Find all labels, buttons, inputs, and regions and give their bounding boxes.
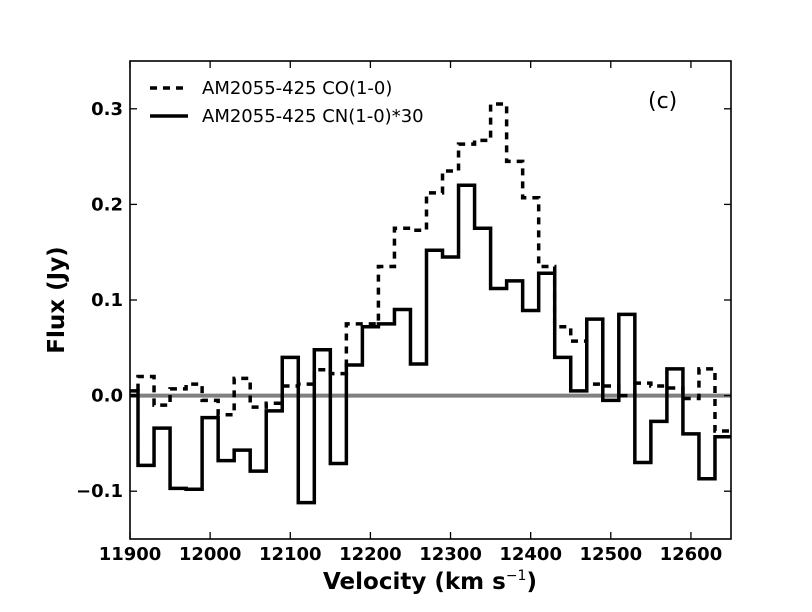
x-tick-label: 12300 [419,544,482,565]
x-axis-label: Velocity (km s−1) [323,568,537,595]
y-tick-label: 0.3 [91,99,123,120]
y-axis-label: Flux (Jy) [44,246,70,353]
legend: AM2055-425 CO(1-0) AM2055-425 CN(1-0)*30 [150,78,424,127]
x-tick-label: 11900 [99,544,162,565]
legend-label-co: AM2055-425 CO(1-0) [202,78,392,99]
x-tick-label: 12200 [339,544,402,565]
plot-frame [129,60,732,540]
series-layer [130,102,731,505]
y-tick-label: 0.1 [91,290,123,311]
x-tick-label: 12600 [660,544,723,565]
y-tick-label: −0.1 [76,481,123,502]
x-tick-label: 12100 [259,544,322,565]
y-tick-label: 0.2 [91,194,123,215]
panel-label: (c) [648,89,677,114]
legend-label-cn: AM2055-425 CN(1-0)*30 [202,106,424,127]
series-line-cn [130,183,731,505]
x-tick-label: 12000 [179,544,242,565]
series-line-co [130,102,731,433]
x-tick-label: 12400 [499,544,562,565]
ticks-layer: 11900 12000 12100 12200 12300 12400 12500 12600… [76,61,731,565]
y-tick-label: 0.0 [91,386,123,407]
x-tick-label: 12500 [579,544,642,565]
